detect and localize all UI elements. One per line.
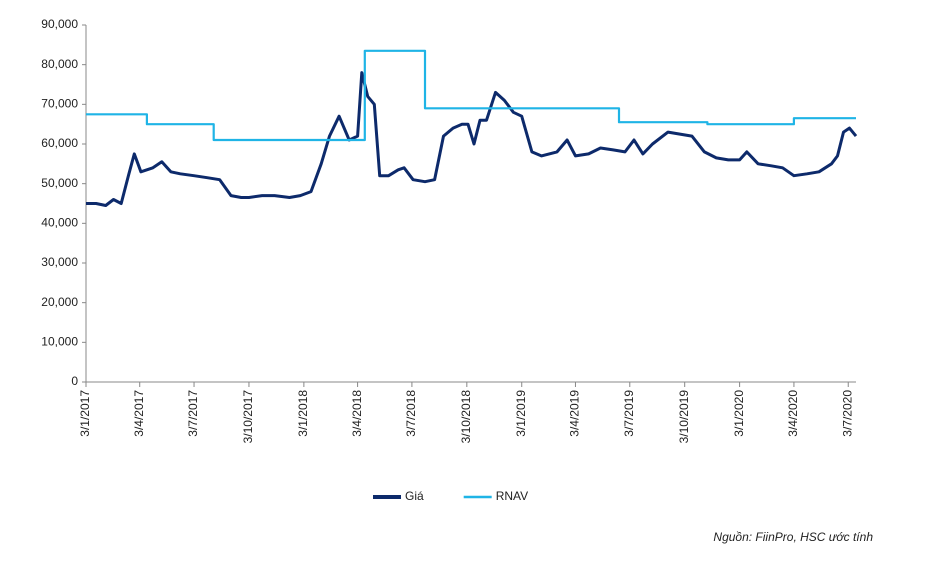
- y-tick-label: 10,000: [41, 335, 78, 349]
- y-tick-label: 40,000: [41, 216, 78, 230]
- x-tick-label: 3/1/2017: [78, 390, 92, 437]
- x-tick-label: 3/1/2018: [296, 390, 310, 437]
- y-tick-label: 60,000: [41, 136, 78, 150]
- x-tick-label: 3/1/2020: [732, 390, 746, 437]
- x-tick-label: 3/7/2020: [840, 390, 854, 437]
- x-tick-label: 3/4/2019: [568, 390, 582, 437]
- source-note: Nguồn: FiinPro, HSC ước tính: [713, 530, 873, 544]
- x-tick-label: 3/10/2017: [241, 390, 255, 444]
- x-tick-label: 3/7/2017: [186, 390, 200, 437]
- x-tick-label: 3/10/2019: [677, 390, 691, 444]
- y-tick-label: 0: [71, 374, 78, 388]
- x-tick-label: 3/7/2018: [404, 390, 418, 437]
- series-line: [86, 71, 858, 207]
- legend-label: RNAV: [496, 489, 528, 503]
- x-tick-label: 3/10/2018: [459, 390, 473, 444]
- y-tick-label: 90,000: [41, 17, 78, 31]
- legend-label: Giá: [405, 489, 424, 503]
- x-tick-label: 3/4/2017: [132, 390, 146, 437]
- x-tick-label: 3/7/2019: [622, 390, 636, 437]
- series-line: [86, 49, 856, 142]
- y-tick-label: 30,000: [41, 255, 78, 269]
- y-tick-label: 20,000: [41, 295, 78, 309]
- y-tick-label: 80,000: [41, 57, 78, 71]
- x-tick-label: 3/4/2018: [350, 390, 364, 437]
- x-tick-label: 3/1/2019: [514, 390, 528, 437]
- y-tick-label: 70,000: [41, 97, 78, 111]
- x-tick-label: 3/4/2020: [786, 390, 800, 437]
- y-tick-label: 50,000: [41, 176, 78, 190]
